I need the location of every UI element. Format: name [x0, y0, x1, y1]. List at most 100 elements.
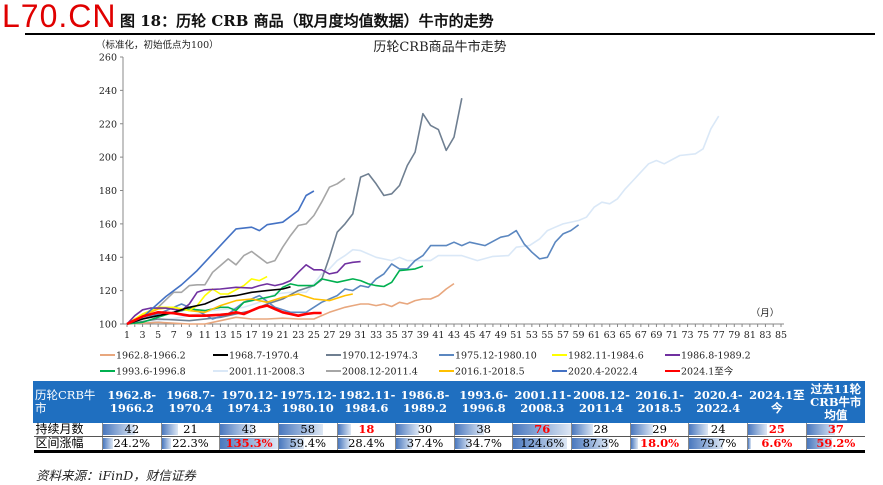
x-tick-label: 37 — [401, 330, 413, 341]
data-bar — [748, 424, 767, 435]
x-tick-label: 23 — [292, 330, 304, 341]
x-tick-label: 15 — [230, 330, 242, 341]
legend-label: 1986.8-1989.2 — [681, 351, 751, 362]
table-cell: 18 — [336, 423, 396, 437]
table-cell: 29 — [629, 423, 689, 437]
cell-value: 37 — [827, 422, 844, 436]
x-tick-label: 45 — [464, 330, 476, 341]
table-cell: 28 — [571, 422, 631, 437]
table-cell: 124.6% — [512, 436, 572, 453]
y-tick-label: 100 — [99, 320, 117, 331]
x-tick-label: 29 — [339, 330, 351, 341]
source-note: 资料来源：iFinD，财信证券 — [36, 468, 196, 483]
table-cell: 30 — [395, 423, 455, 437]
series-line-1993.6-1996.8 — [126, 265, 424, 325]
y-tick-label: 200 — [99, 153, 117, 164]
series-line-1982.11-1984.6 — [126, 275, 268, 325]
x-tick-label: 85 — [775, 330, 787, 341]
cell-value: 59.4% — [289, 436, 327, 450]
table-row: 持续月数 42 21 43 58 18 30 38 76 28 29 24 25 37 — [33, 422, 865, 437]
series-line-1968.7-1970.4 — [126, 286, 291, 325]
series-line-2001.11-2008.3 — [126, 115, 720, 325]
watermark: L70.CN — [2, 0, 117, 34]
cell-value: 24.2% — [113, 436, 151, 450]
x-tick-label: 75 — [697, 330, 709, 341]
series-line-1986.8-1989.2 — [126, 260, 361, 325]
cell-value: 28 — [593, 422, 609, 436]
cell-value: 24 — [710, 422, 726, 436]
x-tick-label: 65 — [619, 330, 631, 341]
x-tick-label: 71 — [666, 330, 678, 341]
data-bar — [278, 438, 305, 449]
table-cell: 6.6% — [747, 436, 807, 453]
table-cell: 79.7% — [688, 436, 748, 453]
data-bar — [161, 424, 178, 435]
x-tick-label: 9 — [186, 330, 192, 341]
x-tick-label: 73 — [682, 330, 694, 341]
table-cell: 38 — [453, 422, 513, 437]
table-cell: 135.3% — [219, 436, 279, 453]
title-divider — [25, 33, 875, 35]
series-line-2024.1至今 — [126, 304, 322, 326]
legend-label: 1993.6-1996.8 — [116, 367, 186, 378]
x-tick-label: 25 — [308, 330, 320, 341]
x-tick-label: 81 — [744, 330, 756, 341]
x-tick-label: 61 — [588, 330, 600, 341]
data-bar — [220, 424, 253, 435]
data-bar — [806, 424, 836, 435]
cell-value: 38 — [476, 422, 491, 436]
line-chart: （标准化，初始低点为100） 历轮CRB商品牛市走势 （月） 100 120 140… — [96, 39, 787, 378]
y-tick-label: 240 — [99, 86, 117, 97]
x-tick-label: 49 — [495, 330, 507, 341]
row-label: 区间涨幅 — [33, 436, 103, 453]
table-cell: 28.4% — [336, 436, 396, 453]
table-column-header: 1962.8- 1966.2 — [102, 381, 162, 423]
table-cell: 37.4% — [395, 436, 455, 453]
x-axis-label: （月） — [751, 307, 780, 319]
x-tick-label: 55 — [541, 330, 553, 341]
x-tick-label: 69 — [650, 330, 662, 341]
data-bar — [278, 424, 323, 435]
table-cell: 24 — [688, 422, 748, 437]
series-line-1970.12-1974.3 — [126, 98, 463, 325]
data-bar — [396, 424, 419, 435]
y-tick-label: 120 — [99, 286, 117, 297]
data-bar — [103, 438, 114, 449]
cell-value: 87.3% — [582, 436, 620, 450]
table-column-header: 过去11轮 CRB牛市 均值 — [805, 381, 865, 423]
table-cell: 58 — [277, 423, 338, 437]
data-bar — [748, 438, 751, 449]
legend-label: 1970.12-1974.3 — [342, 351, 418, 362]
data-bar — [572, 424, 594, 435]
x-tick-label: 59 — [573, 330, 585, 341]
x-tick-label: 57 — [557, 330, 569, 341]
table-cell: 25 — [747, 423, 807, 437]
legend-label: 2008.12-2011.4 — [342, 367, 418, 378]
data-bar — [513, 424, 572, 435]
cell-value: 124.6% — [520, 436, 565, 450]
table-cell: 22.3% — [160, 436, 220, 453]
x-tick-label: 33 — [370, 330, 382, 341]
x-tick-label: 27 — [323, 330, 335, 341]
table-header-label: 历轮CRB牛市 — [33, 381, 103, 423]
x-tick-label: 17 — [246, 330, 258, 341]
x-tick-label: 41 — [432, 330, 444, 341]
figure-title: 图 18：历轮 CRB 商品（取月度均值数据）牛市的走势 — [120, 12, 494, 30]
cell-value: 59.2% — [816, 436, 856, 450]
table-column-header: 1982.11- 1984.6 — [336, 381, 396, 423]
data-bar — [630, 424, 653, 435]
x-tick-label: 11 — [199, 330, 211, 341]
y-axis-label: （标准化，初始低点为100） — [96, 39, 219, 51]
table-cell: 42 — [102, 423, 162, 437]
y-tick-label: 220 — [99, 119, 117, 130]
series-line-1975.12-1980.10 — [126, 224, 580, 325]
y-tick-label: 260 — [99, 53, 117, 64]
table-cell: 34.7% — [453, 436, 513, 453]
data-bar — [337, 424, 352, 435]
x-tick-label: 83 — [759, 330, 771, 341]
legend-label: 2024.1至今 — [681, 366, 734, 378]
data-bar — [630, 438, 639, 449]
cell-value: 34.7% — [465, 436, 502, 450]
cell-value: 22.3% — [172, 436, 209, 450]
